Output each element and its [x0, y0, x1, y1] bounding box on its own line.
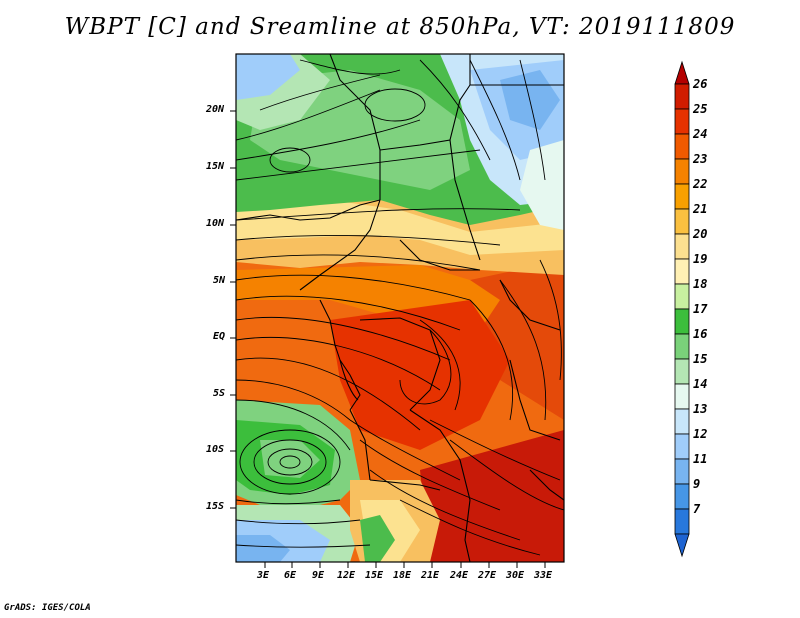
colorbar-box [674, 108, 690, 135]
colorbar-box [674, 383, 690, 410]
lon-label-24e: 24E [450, 570, 469, 581]
lon-label-21e: 21E [421, 570, 440, 581]
colorbar-box [674, 483, 690, 510]
colorbar-box [674, 508, 690, 535]
colorbar-label: 20 [693, 227, 708, 241]
colorbar-label: 13 [693, 402, 708, 416]
colorbar-box [674, 308, 690, 335]
lon-label-9e: 9E [312, 570, 325, 581]
lat-ticks [230, 110, 236, 509]
colorbar-box [674, 158, 690, 185]
colorbar-label: 21 [693, 202, 708, 216]
colorbar-label: 18 [693, 277, 708, 291]
lat-label-15s: 15S [206, 501, 225, 512]
colorbar-label: 24 [693, 127, 708, 141]
colorbar-box [674, 333, 690, 360]
colorbar-label: 9 [693, 477, 701, 491]
colorbar-box [674, 83, 690, 110]
colorbar-label: 25 [693, 102, 708, 116]
colorbar-box [674, 183, 690, 210]
lat-label-10s: 10S [206, 444, 225, 455]
colorbar-box [674, 408, 690, 435]
lon-ticks [264, 562, 546, 568]
wbpt-shading [236, 54, 564, 562]
lon-label-33e: 33E [534, 570, 553, 581]
lat-label-15n: 15N [206, 161, 225, 172]
lon-label-27e: 27E [478, 570, 497, 581]
colorbar-label: 12 [693, 427, 708, 441]
colorbar-label: 7 [693, 502, 701, 516]
lon-label-18e: 18E [393, 570, 412, 581]
lat-label-eq: EQ [213, 331, 226, 342]
lat-label-5s: 5S [213, 388, 226, 399]
colorbar-label: 15 [693, 352, 708, 366]
lon-label-15e: 15E [365, 570, 384, 581]
colorbar-box [674, 458, 690, 485]
colorbar-bottom-triangle [674, 533, 690, 558]
map-frame [235, 53, 565, 563]
lat-label-5n: 5N [213, 275, 226, 286]
colorbar-box [674, 283, 690, 310]
colorbar-box [674, 258, 690, 285]
colorbar-label: 26 [693, 77, 708, 91]
lon-label-12e: 12E [337, 570, 356, 581]
colorbar-label: 16 [693, 327, 708, 341]
colorbar-label: 22 [693, 177, 708, 191]
colorbar-box [674, 208, 690, 235]
lat-label-10n: 10N [206, 218, 225, 229]
colorbar-label: 17 [693, 302, 708, 316]
lon-label-30e: 30E [506, 570, 525, 581]
colorbar-box [674, 433, 690, 460]
colorbar-box [674, 358, 690, 385]
colorbar-label: 23 [693, 152, 708, 166]
colorbar-top-triangle [674, 60, 690, 85]
colorbar-box [674, 133, 690, 160]
country-borders [236, 54, 564, 562]
map-title: WBPT [C] and Sreamline at 850hPa, VT: 20… [64, 14, 736, 40]
colorbar-label: 11 [693, 452, 708, 466]
lat-label-20n: 20N [206, 104, 225, 115]
colorbar-label: 14 [693, 377, 708, 391]
footer-credit: GrADS: IGES/COLA [4, 603, 91, 613]
colorbar-label: 19 [693, 252, 708, 266]
streamlines [236, 59, 564, 556]
colorbar-box [674, 233, 690, 260]
lon-label-6e: 6E [284, 570, 297, 581]
colorbar [674, 60, 690, 558]
lon-label-3e: 3E [257, 570, 270, 581]
